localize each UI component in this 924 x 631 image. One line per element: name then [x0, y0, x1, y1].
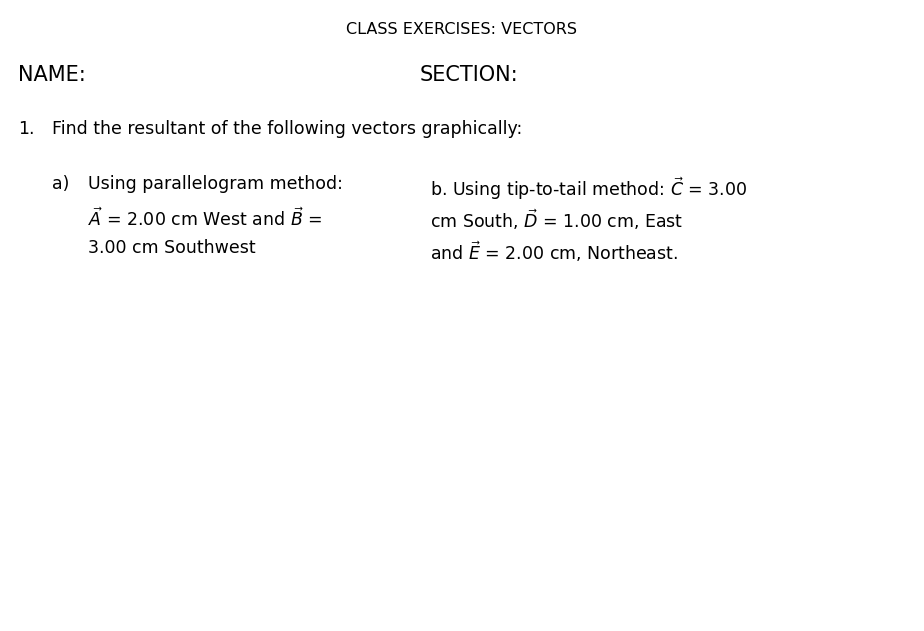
- Text: NAME:: NAME:: [18, 65, 86, 85]
- Text: CLASS EXERCISES: VECTORS: CLASS EXERCISES: VECTORS: [346, 22, 578, 37]
- Text: cm South, $\vec{D}$ = 1.00 cm, East: cm South, $\vec{D}$ = 1.00 cm, East: [430, 207, 684, 232]
- Text: 1.: 1.: [18, 120, 34, 138]
- Text: a): a): [52, 175, 69, 193]
- Text: and $\vec{E}$ = 2.00 cm, Northeast.: and $\vec{E}$ = 2.00 cm, Northeast.: [430, 239, 678, 264]
- Text: Using parallelogram method:: Using parallelogram method:: [88, 175, 343, 193]
- Text: 3.00 cm Southwest: 3.00 cm Southwest: [88, 239, 256, 257]
- Text: $\vec{A}$ = 2.00 cm West and $\vec{B}$ =: $\vec{A}$ = 2.00 cm West and $\vec{B}$ =: [88, 207, 322, 230]
- Text: b. Using tip-to-tail method: $\vec{C}$ = 3.00: b. Using tip-to-tail method: $\vec{C}$ =…: [430, 175, 748, 201]
- Text: SECTION:: SECTION:: [420, 65, 518, 85]
- Text: Find the resultant of the following vectors graphically:: Find the resultant of the following vect…: [52, 120, 522, 138]
